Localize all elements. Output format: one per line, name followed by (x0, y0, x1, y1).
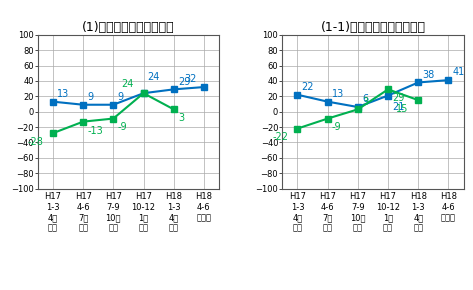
Title: (1)戸建注文住宅受注棟数: (1)戸建注文住宅受注棟数 (82, 21, 175, 34)
Text: 22: 22 (302, 82, 314, 92)
Text: H17
4-6
7月
調査: H17 4-6 7月 調査 (319, 192, 336, 233)
Text: 32: 32 (184, 74, 197, 84)
Text: 24: 24 (148, 72, 160, 82)
Text: H17
7-9
10月
調査: H17 7-9 10月 調査 (350, 192, 367, 233)
Text: -28: -28 (28, 137, 44, 147)
Text: H17
1-3
4月
調査: H17 1-3 4月 調査 (289, 192, 306, 233)
Text: 9: 9 (88, 92, 94, 102)
Text: H18
1-3
4月
調査: H18 1-3 4月 調査 (165, 192, 182, 233)
Text: H18
4-6
見通し: H18 4-6 見通し (440, 192, 457, 222)
Text: 21: 21 (392, 102, 404, 112)
Text: -22: -22 (272, 133, 289, 142)
Text: 38: 38 (422, 70, 435, 80)
Text: H17
7-9
10月
調査: H17 7-9 10月 調査 (105, 192, 122, 233)
Text: -9: -9 (117, 122, 127, 133)
Text: H17
10-12
1月
調査: H17 10-12 1月 調査 (131, 192, 156, 233)
Text: 6: 6 (362, 94, 368, 104)
Text: 13: 13 (332, 89, 344, 99)
Text: -13: -13 (88, 126, 103, 135)
Text: 29: 29 (178, 77, 190, 87)
Text: 3: 3 (362, 97, 368, 106)
Text: 9: 9 (117, 92, 123, 102)
Text: 29: 29 (392, 93, 404, 103)
Text: H17
10-12
1月
調査: H17 10-12 1月 調査 (376, 192, 400, 233)
Text: 24: 24 (121, 79, 134, 89)
Text: H18
4-6
見通し: H18 4-6 見通し (195, 192, 212, 222)
Text: 15: 15 (396, 104, 408, 114)
Text: 13: 13 (57, 89, 70, 99)
Title: (1-1)戸建注文住宅受注金額: (1-1)戸建注文住宅受注金額 (321, 21, 426, 34)
Text: 3: 3 (178, 113, 184, 123)
Text: -9: -9 (332, 122, 342, 133)
Text: H17
4-6
7月
調査: H17 4-6 7月 調査 (75, 192, 92, 233)
Text: 41: 41 (453, 67, 465, 77)
Text: H17
1-3
4月
調査: H17 1-3 4月 調査 (44, 192, 61, 233)
Text: H18
1-3
4月
調査: H18 1-3 4月 調査 (410, 192, 427, 233)
